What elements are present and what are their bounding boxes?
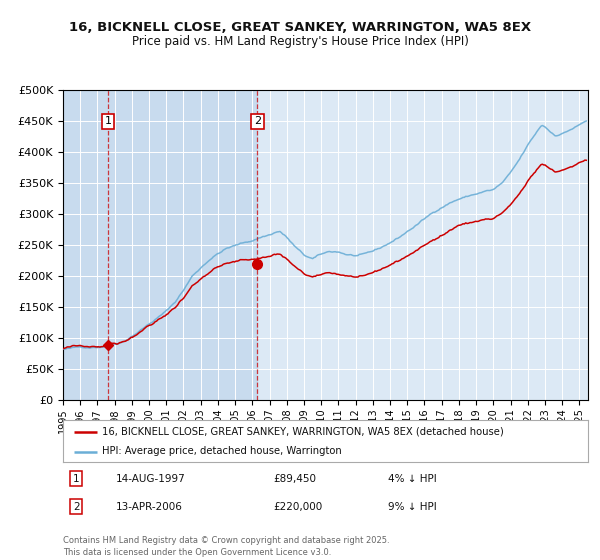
Text: £220,000: £220,000 (273, 502, 322, 512)
Text: 14-AUG-1997: 14-AUG-1997 (115, 474, 185, 484)
Text: 16, BICKNELL CLOSE, GREAT SANKEY, WARRINGTON, WA5 8EX (detached house): 16, BICKNELL CLOSE, GREAT SANKEY, WARRIN… (103, 427, 504, 437)
Text: 2: 2 (254, 116, 261, 127)
Text: 9% ↓ HPI: 9% ↓ HPI (389, 502, 437, 512)
Text: Price paid vs. HM Land Registry's House Price Index (HPI): Price paid vs. HM Land Registry's House … (131, 35, 469, 48)
Text: 4% ↓ HPI: 4% ↓ HPI (389, 474, 437, 484)
Text: 16, BICKNELL CLOSE, GREAT SANKEY, WARRINGTON, WA5 8EX: 16, BICKNELL CLOSE, GREAT SANKEY, WARRIN… (69, 21, 531, 34)
Text: £89,450: £89,450 (273, 474, 316, 484)
Bar (63, 90, 257, 400)
Text: Contains HM Land Registry data © Crown copyright and database right 2025.
This d: Contains HM Land Registry data © Crown c… (63, 536, 389, 557)
Text: 2: 2 (73, 502, 79, 512)
Text: 1: 1 (104, 116, 112, 127)
Text: 13-APR-2006: 13-APR-2006 (115, 502, 182, 512)
Text: HPI: Average price, detached house, Warrington: HPI: Average price, detached house, Warr… (103, 446, 342, 456)
Text: 1: 1 (73, 474, 79, 484)
